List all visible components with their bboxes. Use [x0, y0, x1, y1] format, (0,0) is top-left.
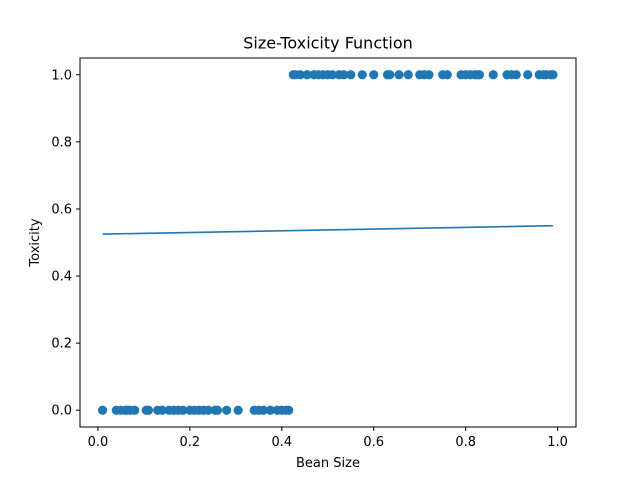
y-tick-label: 0.8 [51, 135, 72, 150]
y-tick-label: 0.4 [51, 270, 72, 285]
data-point [474, 70, 485, 80]
x-axis-title: Bean Size [296, 456, 360, 471]
x-axis-ticks: 0.0 0.2 0.4 0.6 0.8 1.0 [88, 427, 568, 450]
data-point [394, 70, 404, 80]
data-point [369, 70, 379, 80]
y-axis-title: Toxicity [28, 218, 43, 267]
data-point [212, 405, 223, 415]
data-point [403, 70, 413, 80]
fit-line-layer [102, 224, 554, 235]
data-point [346, 70, 356, 80]
y-axis-ticks: 0.0 0.2 0.4 0.6 0.8 1.0 [51, 68, 80, 419]
data-point [233, 405, 243, 415]
data-point [488, 70, 498, 80]
scatter-points [97, 70, 558, 415]
y-tick-label: 1.0 [51, 68, 72, 83]
x-tick-label: 0.8 [455, 435, 476, 450]
data-point [523, 70, 533, 80]
data-point [97, 405, 108, 415]
data-point [385, 70, 395, 80]
data-point [302, 70, 312, 80]
data-point [222, 405, 232, 415]
data-point [511, 70, 521, 80]
plot-frame [79, 57, 577, 428]
data-point [157, 405, 167, 415]
fit-line [102, 224, 554, 235]
data-point [130, 405, 140, 415]
data-point [357, 70, 367, 80]
data-point [178, 405, 188, 415]
data-point [143, 405, 154, 415]
x-tick-label: 0.2 [180, 435, 201, 450]
x-tick-label: 0.0 [88, 435, 109, 450]
chart-title: Size-Toxicity Function [243, 34, 413, 53]
data-point [258, 405, 269, 415]
y-tick-label: 0.0 [51, 404, 72, 419]
data-point [424, 70, 434, 80]
x-tick-label: 1.0 [547, 435, 568, 450]
y-tick-label: 0.6 [51, 202, 72, 217]
data-point [265, 405, 275, 415]
data-point [339, 70, 349, 80]
x-tick-label: 0.4 [271, 435, 292, 450]
data-point [284, 405, 294, 415]
x-tick-label: 0.6 [363, 435, 384, 450]
data-point [203, 405, 213, 415]
data-point [295, 70, 305, 80]
data-point [442, 70, 452, 80]
y-tick-label: 0.2 [51, 337, 72, 352]
data-point [548, 70, 558, 80]
data-point [327, 70, 337, 80]
